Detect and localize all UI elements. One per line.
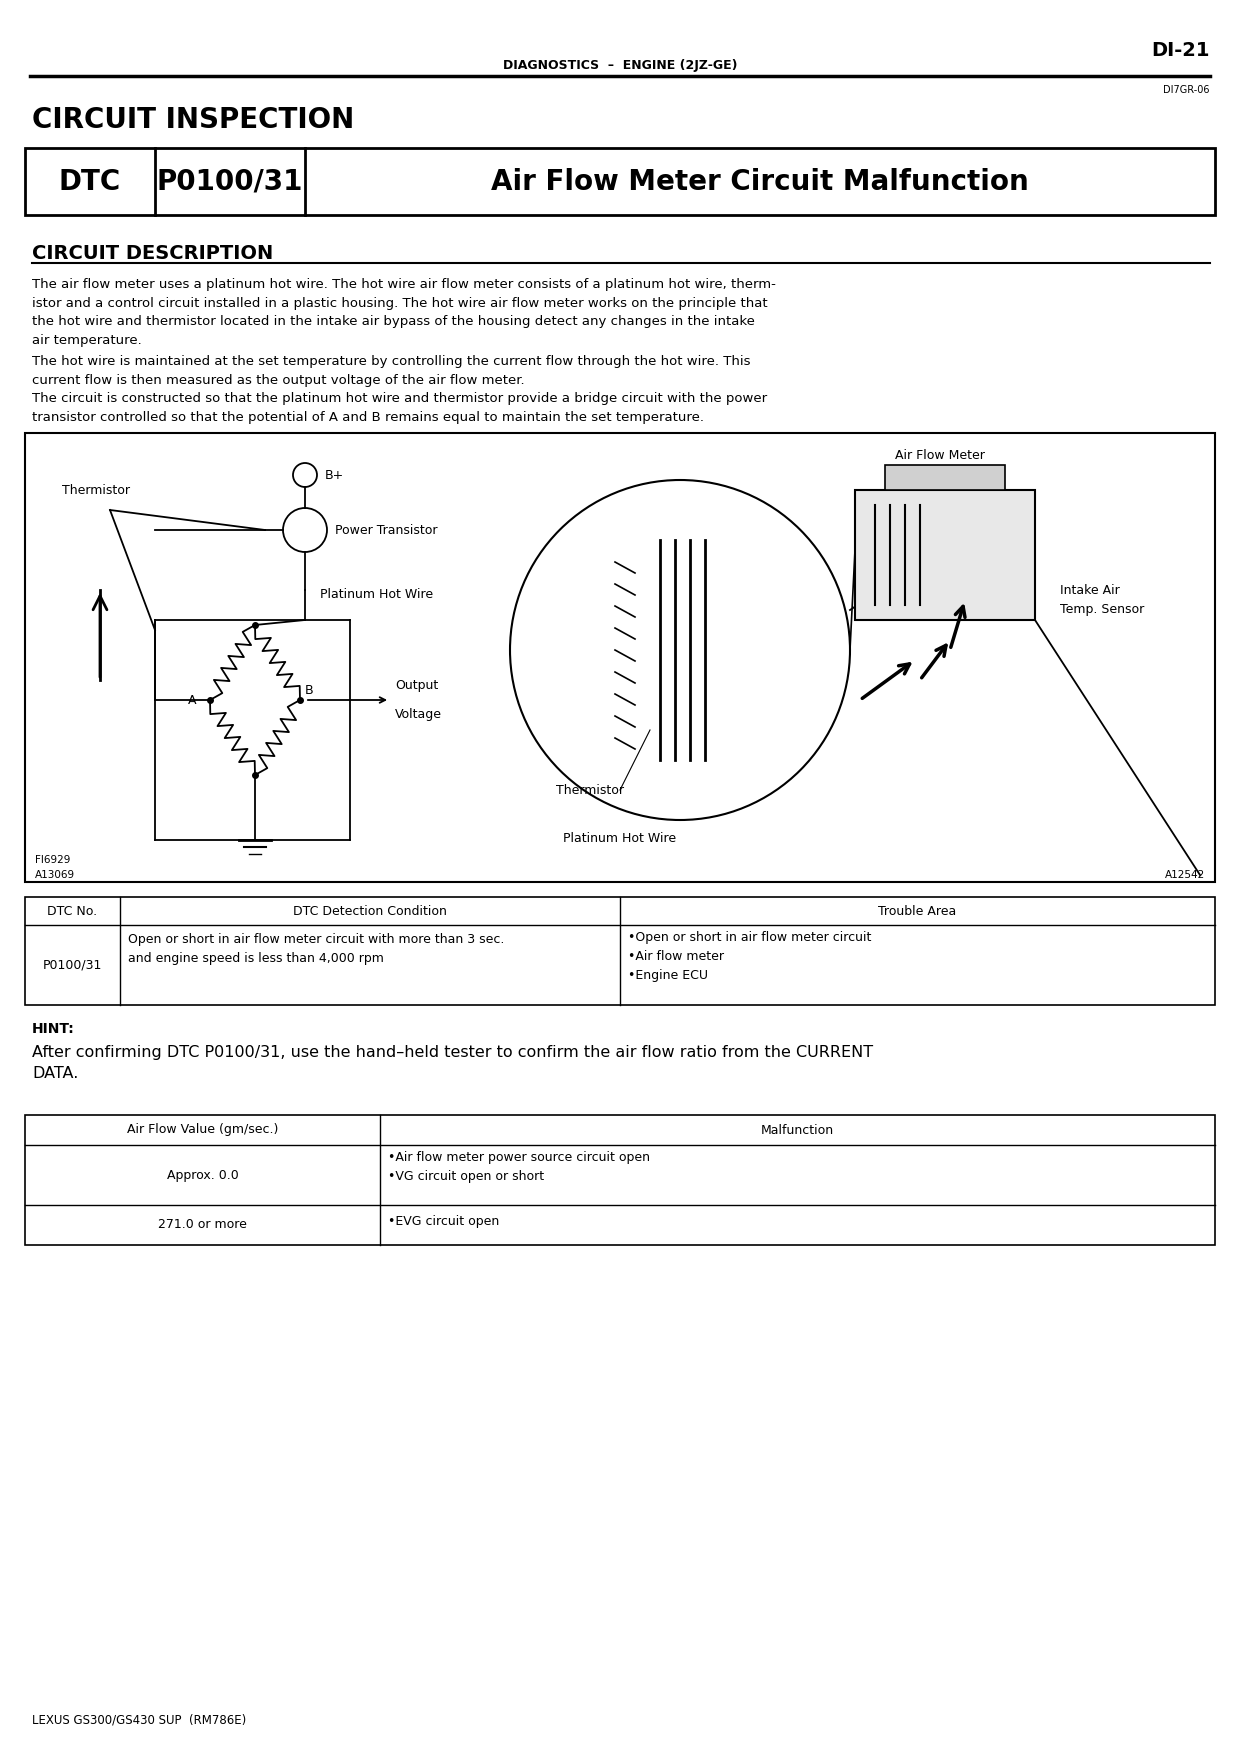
Text: 271.0 or more: 271.0 or more: [157, 1218, 247, 1232]
Text: Approx. 0.0: Approx. 0.0: [166, 1169, 238, 1181]
Text: Intake Air: Intake Air: [1060, 583, 1120, 597]
Text: B+: B+: [325, 469, 345, 481]
Text: P0100/31: P0100/31: [43, 958, 102, 972]
Bar: [885, 465, 1004, 490]
Text: DTC No.: DTC No.: [47, 904, 98, 918]
Text: LEXUS GS300/GS430 SUP  (RM786E): LEXUS GS300/GS430 SUP (RM786E): [32, 1713, 247, 1727]
Text: P0100/31: P0100/31: [156, 167, 304, 195]
Text: Air Flow Meter: Air Flow Meter: [895, 449, 985, 462]
Text: A13069: A13069: [35, 870, 76, 879]
Text: Output: Output: [396, 679, 438, 691]
Text: Temp. Sensor: Temp. Sensor: [1060, 604, 1145, 616]
Bar: [25, 433, 1215, 883]
Text: A12542: A12542: [1164, 870, 1205, 879]
Text: The air flow meter uses a platinum hot wire. The hot wire air flow meter consist: The air flow meter uses a platinum hot w…: [32, 277, 776, 346]
Text: Voltage: Voltage: [396, 707, 441, 721]
Bar: [25, 897, 1215, 1006]
Text: CIRCUIT DESCRIPTION: CIRCUIT DESCRIPTION: [32, 244, 273, 263]
Bar: [25, 1114, 1215, 1244]
Text: Power Transistor: Power Transistor: [335, 523, 438, 537]
Text: DIAGNOSTICS  –  ENGINE (2JZ-GE): DIAGNOSTICS – ENGINE (2JZ-GE): [502, 58, 738, 72]
Text: A: A: [187, 693, 196, 707]
Text: Thermistor: Thermistor: [556, 783, 624, 797]
Text: Malfunction: Malfunction: [761, 1123, 835, 1137]
Text: DI7GR-06: DI7GR-06: [1163, 84, 1210, 95]
Text: Air Flow Value (gm/sec.): Air Flow Value (gm/sec.): [126, 1123, 278, 1137]
Text: •EVG circuit open: •EVG circuit open: [388, 1214, 500, 1228]
Text: Open or short in air flow meter circuit with more than 3 sec.
and engine speed i: Open or short in air flow meter circuit …: [128, 934, 505, 965]
Text: DTC Detection Condition: DTC Detection Condition: [293, 904, 446, 918]
Text: HINT:: HINT:: [32, 1021, 74, 1035]
Text: B: B: [305, 683, 314, 697]
Text: •Open or short in air flow meter circuit
•Air flow meter
•Engine ECU: •Open or short in air flow meter circuit…: [627, 930, 872, 983]
Text: DTC: DTC: [58, 167, 122, 195]
Text: •Air flow meter power source circuit open
•VG circuit open or short: •Air flow meter power source circuit ope…: [388, 1151, 650, 1183]
Text: DI-21: DI-21: [1152, 40, 1210, 60]
Text: CIRCUIT INSPECTION: CIRCUIT INSPECTION: [32, 105, 355, 133]
Text: FI6929: FI6929: [35, 855, 71, 865]
Text: Platinum Hot Wire: Platinum Hot Wire: [320, 588, 433, 602]
Text: The hot wire is maintained at the set temperature by controlling the current flo: The hot wire is maintained at the set te…: [32, 355, 750, 386]
Text: Air Flow Meter Circuit Malfunction: Air Flow Meter Circuit Malfunction: [491, 167, 1029, 195]
Bar: [25, 147, 1215, 216]
Text: After confirming DTC P0100/31, use the hand–held tester to confirm the air flow : After confirming DTC P0100/31, use the h…: [32, 1044, 873, 1081]
Bar: [856, 490, 1035, 620]
Text: The circuit is constructed so that the platinum hot wire and thermistor provide : The circuit is constructed so that the p…: [32, 391, 768, 423]
Text: Trouble Area: Trouble Area: [878, 904, 956, 918]
Text: Thermistor: Thermistor: [62, 483, 130, 497]
Text: Platinum Hot Wire: Platinum Hot Wire: [563, 832, 677, 844]
